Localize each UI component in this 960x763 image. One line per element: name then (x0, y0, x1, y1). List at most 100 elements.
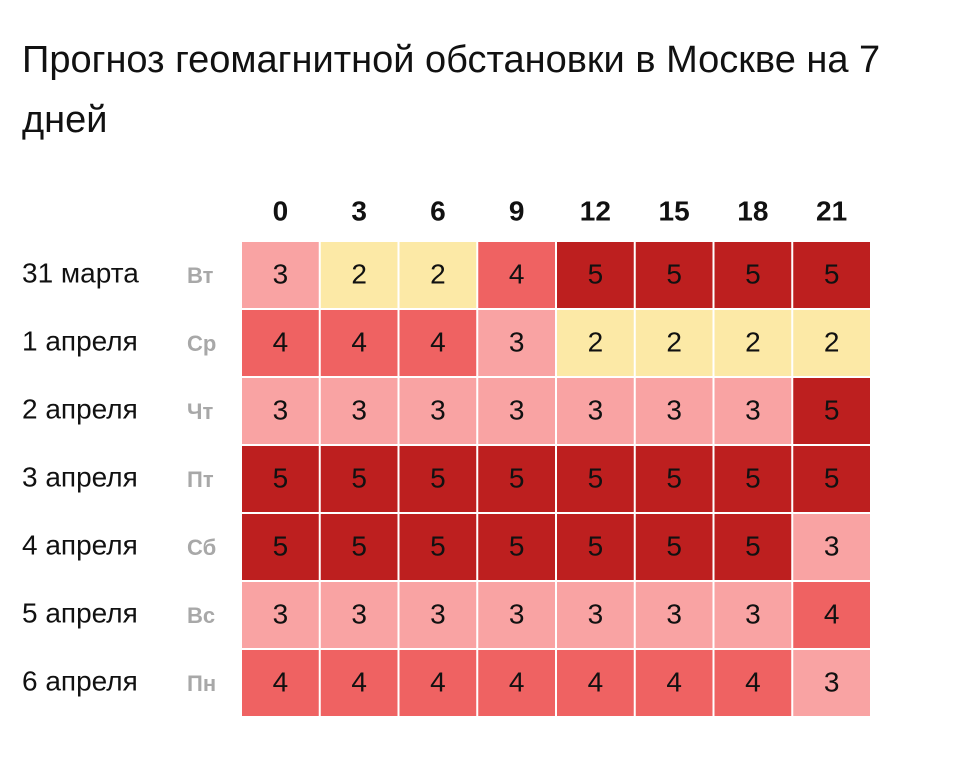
cell-label: 3 (588, 394, 604, 425)
column-header: 18 (737, 195, 768, 226)
column-header: 9 (509, 195, 525, 226)
cell-label: 2 (824, 326, 840, 357)
cell-label: 5 (745, 462, 761, 493)
cell (242, 582, 319, 648)
title-box: Прогноз геомагнитной обстановки в Москве… (22, 39, 881, 141)
cell (714, 650, 792, 716)
cell-label: 5 (666, 462, 682, 493)
cell (320, 310, 398, 376)
cell-label: 5 (273, 530, 289, 561)
cell-label: 3 (273, 598, 289, 629)
row-date: 5 апреля (22, 597, 138, 628)
cell-label: 2 (351, 258, 367, 289)
cell (714, 242, 792, 308)
cell (320, 650, 398, 716)
cell-label: 4 (745, 666, 761, 697)
cell-label: 3 (824, 666, 840, 697)
cell-label: 4 (824, 598, 840, 629)
row-weekday: Пн (187, 671, 216, 696)
cell (557, 242, 634, 308)
row-weekday: Сб (187, 535, 216, 560)
cell-label: 5 (351, 530, 367, 561)
cell (557, 514, 634, 580)
cell (320, 378, 398, 444)
cell-label: 3 (509, 598, 525, 629)
cell-label: 5 (430, 530, 446, 561)
cell (478, 242, 555, 308)
cell-label: 5 (351, 462, 367, 493)
cell-label: 2 (430, 258, 446, 289)
cell-label: 5 (666, 258, 682, 289)
cell (557, 378, 634, 444)
cell (320, 514, 398, 580)
cell (714, 446, 792, 512)
cell-label: 4 (666, 666, 682, 697)
cell (478, 514, 555, 580)
cell (399, 242, 477, 308)
cell-label: 4 (273, 666, 289, 697)
cell (242, 650, 319, 716)
cell-label: 4 (351, 326, 367, 357)
column-header: 0 (273, 195, 289, 226)
cell (320, 582, 398, 648)
chart-title: Прогноз геомагнитной обстановки в Москве… (22, 39, 881, 141)
cell (242, 378, 319, 444)
row-weekday: Чт (187, 399, 213, 424)
cell-label: 2 (588, 326, 604, 357)
row-weekday: Пт (187, 467, 214, 492)
cell-label: 4 (273, 326, 289, 357)
cell (399, 650, 477, 716)
cell-label: 5 (745, 530, 761, 561)
cell-label: 5 (588, 462, 604, 493)
row-weekday: Вс (187, 603, 215, 628)
row-weekday: Вт (187, 263, 214, 288)
cell (242, 310, 319, 376)
cell (635, 242, 713, 308)
cell-label: 3 (273, 258, 289, 289)
cell-label: 4 (351, 666, 367, 697)
cell-label: 5 (588, 258, 604, 289)
cell-label: 3 (824, 530, 840, 561)
cell-label: 5 (509, 462, 525, 493)
cell (399, 378, 477, 444)
cell (793, 650, 870, 716)
cell (635, 378, 713, 444)
row-date: 6 апреля (22, 665, 138, 696)
cell (399, 310, 477, 376)
cell (793, 310, 870, 376)
row-date: 4 апреля (22, 529, 138, 560)
cell (399, 582, 477, 648)
cell-label: 4 (588, 666, 604, 697)
cell-label: 5 (430, 462, 446, 493)
cell-label: 3 (430, 598, 446, 629)
cell-label: 3 (745, 394, 761, 425)
cell (557, 310, 634, 376)
cell-label: 3 (745, 598, 761, 629)
cell (320, 446, 398, 512)
cell (320, 242, 398, 308)
column-header: 3 (351, 195, 367, 226)
cell-label: 3 (666, 394, 682, 425)
cell-label: 3 (666, 598, 682, 629)
cell (793, 582, 870, 648)
cell (557, 582, 634, 648)
cell-label: 4 (509, 666, 525, 697)
cell-label: 3 (509, 326, 525, 357)
cell (635, 446, 713, 512)
cell-label: 4 (430, 326, 446, 357)
cell-label: 3 (351, 394, 367, 425)
cell (793, 242, 870, 308)
cell-label: 5 (824, 394, 840, 425)
cell (399, 514, 477, 580)
cell-label: 3 (509, 394, 525, 425)
cell (635, 514, 713, 580)
cell-label: 4 (430, 666, 446, 697)
cell (714, 514, 792, 580)
column-header: 12 (580, 195, 611, 226)
cell-label: 5 (745, 258, 761, 289)
cell (478, 582, 555, 648)
column-header: 6 (430, 195, 446, 226)
cell (557, 650, 634, 716)
cell-label: 3 (351, 598, 367, 629)
cell (399, 446, 477, 512)
